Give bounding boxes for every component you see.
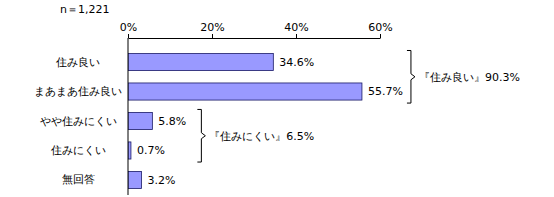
tick-label: 住みにくい bbox=[51, 144, 106, 157]
axis-line bbox=[128, 38, 129, 195]
tick: 住み良い bbox=[56, 56, 100, 69]
tick: まあまあ住み良い bbox=[34, 85, 122, 98]
tick-mark bbox=[296, 34, 297, 38]
tick: 40% bbox=[284, 21, 308, 38]
tick-label: まあまあ住み良い bbox=[34, 85, 122, 98]
tick-label: 60% bbox=[368, 21, 392, 34]
data-labels: 34.6% 55.7% 5.8% 0.7% 3.2% bbox=[137, 56, 403, 187]
tick-mark bbox=[380, 34, 381, 38]
bar bbox=[128, 53, 273, 70]
axis-line bbox=[129, 38, 381, 39]
bars bbox=[128, 53, 362, 188]
tick: 0% bbox=[120, 21, 137, 38]
tick-label: やや住みにくい bbox=[40, 115, 117, 128]
y-axis: 住み良いまあまあ住み良いやや住みにくい住みにくい無回答 bbox=[34, 38, 128, 195]
bracket bbox=[197, 109, 205, 162]
bar bbox=[128, 83, 362, 100]
data-label: 5.8% bbox=[158, 115, 186, 128]
bar bbox=[128, 112, 152, 129]
tick-mark bbox=[212, 34, 213, 38]
annotation: 『住みにくい』6.5% bbox=[197, 109, 314, 162]
bracket bbox=[407, 50, 415, 103]
title: n＝1,221 bbox=[60, 3, 109, 16]
tick: 60% bbox=[368, 21, 392, 38]
data-label: 3.2% bbox=[147, 174, 175, 187]
tick: 住みにくい bbox=[51, 144, 106, 157]
tick: やや住みにくい bbox=[40, 115, 117, 128]
tick-label: 20% bbox=[200, 21, 224, 34]
data-label: 34.6% bbox=[279, 56, 314, 69]
tick: 20% bbox=[200, 21, 224, 38]
tick: 無回答 bbox=[62, 173, 95, 186]
tick-label: 住み良い bbox=[56, 56, 100, 69]
bar bbox=[128, 171, 141, 188]
x-axis: 0% 20% 40% 60% bbox=[120, 21, 393, 39]
annotation-text: 『住みにくい』6.5% bbox=[209, 130, 314, 143]
annotation-text: 『住み良い』90.3% bbox=[419, 71, 520, 84]
tick-label: 40% bbox=[284, 21, 308, 34]
annotation: 『住み良い』90.3% bbox=[407, 50, 520, 103]
data-label: 55.7% bbox=[368, 85, 403, 98]
data-label: 0.7% bbox=[137, 144, 165, 157]
chart: n＝1,221 0% 20% 40% 60% 住み良いまあまあ住み良いやや住みにくい住みに… bbox=[0, 0, 554, 197]
tick-label: 無回答 bbox=[62, 173, 95, 186]
tick-mark bbox=[128, 34, 129, 38]
tick-label: 0% bbox=[120, 21, 137, 34]
